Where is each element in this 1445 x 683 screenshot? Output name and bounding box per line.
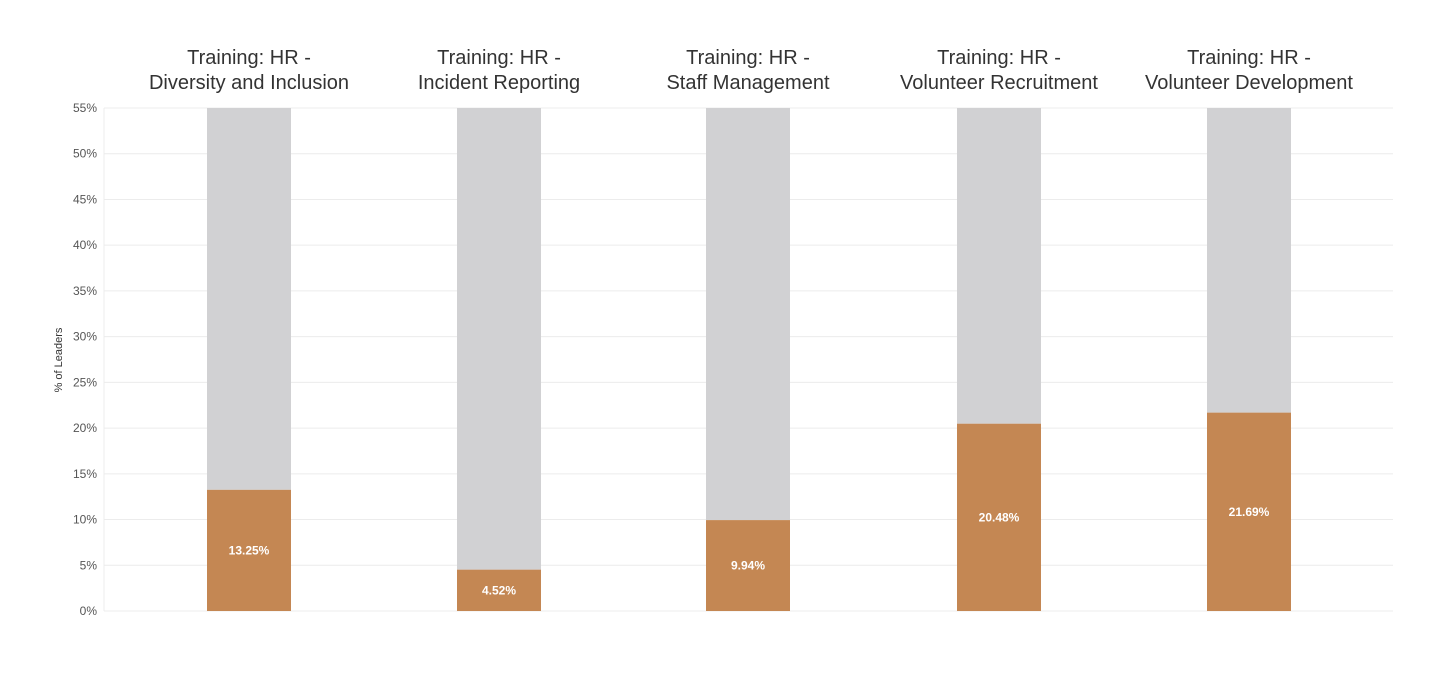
y-tick-label: 30% — [73, 330, 97, 344]
panel-title-line: Training: HR - — [1187, 47, 1311, 69]
bar-remainder — [1207, 108, 1291, 413]
chart-panel: Training: HR - Volunteer Recruitment 20.48… — [900, 47, 1098, 611]
bar-data-label: 4.52% — [482, 583, 516, 597]
y-tick-label: 50% — [73, 147, 97, 161]
panel-title-line: Volunteer Recruitment — [900, 72, 1098, 94]
y-tick-label: 40% — [73, 238, 97, 252]
y-axis-ticks: 0% 5% 10% 15% 20% 25% 30% 35% 40% 45% 50% 55% — [73, 101, 97, 618]
panel-title: Training: HR - Diversity and Inclusion — [149, 47, 349, 94]
y-tick-label: 15% — [73, 467, 97, 481]
chart-panel: Training: HR - Staff Management 9.94% — [666, 47, 830, 611]
bar-data-label: 21.69% — [1229, 505, 1270, 519]
bar-remainder — [457, 108, 541, 570]
bar — [457, 569, 541, 611]
chart-panel: Training: HR - Volunteer Development 21.69… — [1145, 47, 1353, 611]
bar — [207, 489, 291, 611]
bar-data-label: 9.94% — [731, 559, 765, 573]
y-tick-label: 35% — [73, 284, 97, 298]
bar-remainder — [957, 108, 1041, 424]
panel-title-line: Volunteer Development — [1145, 72, 1353, 94]
bar-data-label: 13.25% — [229, 543, 270, 557]
panel-title-line: Staff Management — [666, 72, 830, 94]
y-tick-label: 55% — [73, 101, 97, 115]
panel-title: Training: HR - Incident Reporting — [418, 47, 580, 94]
y-tick-label: 5% — [80, 558, 98, 572]
y-tick-label: 25% — [73, 375, 97, 389]
chart-panel: Training: HR - Incident Reporting 4.52% — [418, 47, 580, 611]
bar-remainder — [207, 108, 291, 490]
panel-title-line: Training: HR - — [686, 47, 810, 69]
panel-title: Training: HR - Volunteer Recruitment — [900, 47, 1098, 94]
y-tick-label: 45% — [73, 192, 97, 206]
bar — [1207, 412, 1291, 611]
y-tick-label: 10% — [73, 513, 97, 527]
panel-title: Training: HR - Volunteer Development — [1145, 47, 1353, 94]
y-tick-label: 20% — [73, 421, 97, 435]
panel-title-line: Training: HR - — [187, 47, 311, 69]
panel-title-line: Diversity and Inclusion — [149, 72, 349, 94]
bar-data-label: 20.48% — [979, 510, 1020, 524]
y-axis-title: % of Leaders — [53, 327, 65, 392]
y-tick-label: 0% — [80, 604, 98, 618]
chart-panel: Training: HR - Diversity and Inclusion 13.… — [149, 47, 349, 611]
panel-title-line: Training: HR - — [437, 47, 561, 69]
panel-title: Training: HR - Staff Management — [666, 47, 830, 94]
chart-panels: Training: HR - Diversity and Inclusion 13.… — [149, 47, 1353, 611]
bar — [706, 520, 790, 611]
panel-title-line: Training: HR - — [937, 47, 1061, 69]
panel-title-line: Incident Reporting — [418, 72, 580, 94]
bar — [957, 423, 1041, 611]
bar-remainder — [706, 108, 790, 521]
